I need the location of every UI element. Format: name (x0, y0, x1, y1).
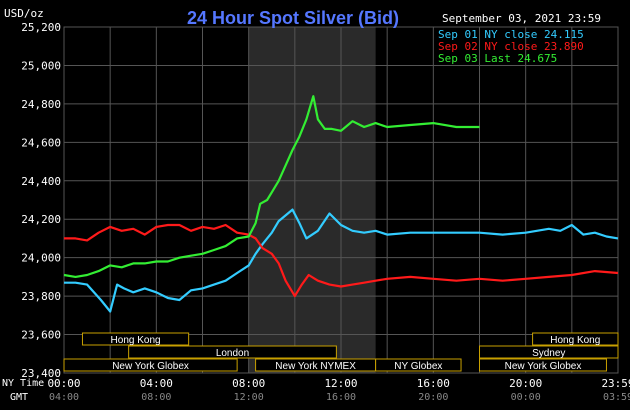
market-label: New York NYMEX (275, 361, 356, 372)
market-label: New York Globex (505, 361, 582, 372)
axes: 23,400 23,600 23,800 24,000 24,200 24,400 24,6… (21, 21, 630, 403)
market-box (81, 332, 190, 346)
y-tick-label: 23,600 (21, 329, 61, 342)
ny-time-tick: 00:00 (47, 377, 80, 390)
y-tick-label: 24,000 (21, 252, 61, 265)
series-line-2 (64, 223, 619, 298)
ny-time-label: NY Time (2, 378, 44, 389)
legend-entry-sep02: Sep 02 NY close 23.890 (438, 40, 584, 53)
legend-entry-sep01: Sep 01 NY close 24.115 (438, 28, 584, 41)
grid (63, 26, 619, 374)
gmt-tick: 12:00 (234, 392, 264, 403)
series-lines (63, 95, 619, 313)
market-label: NY Globex (394, 361, 442, 372)
nymex-session-highlight (248, 27, 376, 373)
ny-time-tick: 12:00 (324, 377, 357, 390)
gmt-label: GMT (10, 392, 28, 403)
market-label: New York Globex (112, 361, 189, 372)
series-line-1 (64, 208, 619, 313)
gmt-tick: 08:00 (141, 392, 171, 403)
unit-label: USD/oz (4, 7, 44, 20)
y-tick-label: 24,800 (21, 98, 61, 111)
gmt-tick: 04:00 (49, 392, 79, 403)
y-tick-label: 24,600 (21, 136, 61, 149)
legend-entry-sep03: Sep 03 Last 24.675 (438, 52, 557, 65)
market-label: Hong Kong (111, 335, 161, 346)
market-label: Sydney (532, 348, 565, 359)
date-label: September 03, 2021 23:59 (442, 12, 601, 25)
market-box (128, 345, 337, 359)
y-tick-label: 25,000 (21, 59, 61, 72)
market-box (63, 358, 238, 372)
market-sessions: Hong Kong Hong Kong London Sydney New York G… (63, 332, 619, 372)
gmt-tick: 20:00 (418, 392, 448, 403)
chart-title: 24 Hour Spot Silver (Bid) (187, 8, 399, 28)
gmt-tick: 16:00 (326, 392, 356, 403)
market-box (532, 332, 619, 346)
ny-time-tick: 16:00 (417, 377, 450, 390)
ny-time-tick: 08:00 (232, 377, 265, 390)
ny-time-tick: 04:00 (140, 377, 173, 390)
y-tick-label: 25,200 (21, 21, 61, 34)
y-tick-label: 24,400 (21, 175, 61, 188)
y-tick-label: 24,200 (21, 213, 61, 226)
highlight-band (248, 27, 376, 373)
gmt-tick: 03:59 (603, 392, 630, 403)
y-tick-label: 23,400 (21, 367, 61, 380)
ny-time-tick: 23:59 (601, 377, 630, 390)
market-box (479, 358, 607, 372)
series-line-3 (63, 95, 480, 278)
market-box (479, 345, 619, 359)
market-label: Hong Kong (550, 335, 600, 346)
market-label: London (216, 348, 249, 359)
y-tick-label: 23,800 (21, 290, 61, 303)
gmt-tick: 00:00 (511, 392, 541, 403)
ny-time-tick: 20:00 (509, 377, 542, 390)
market-box (375, 358, 462, 372)
legend: Sep 01 NY close 24.115 Sep 02 NY close 2… (438, 28, 584, 65)
